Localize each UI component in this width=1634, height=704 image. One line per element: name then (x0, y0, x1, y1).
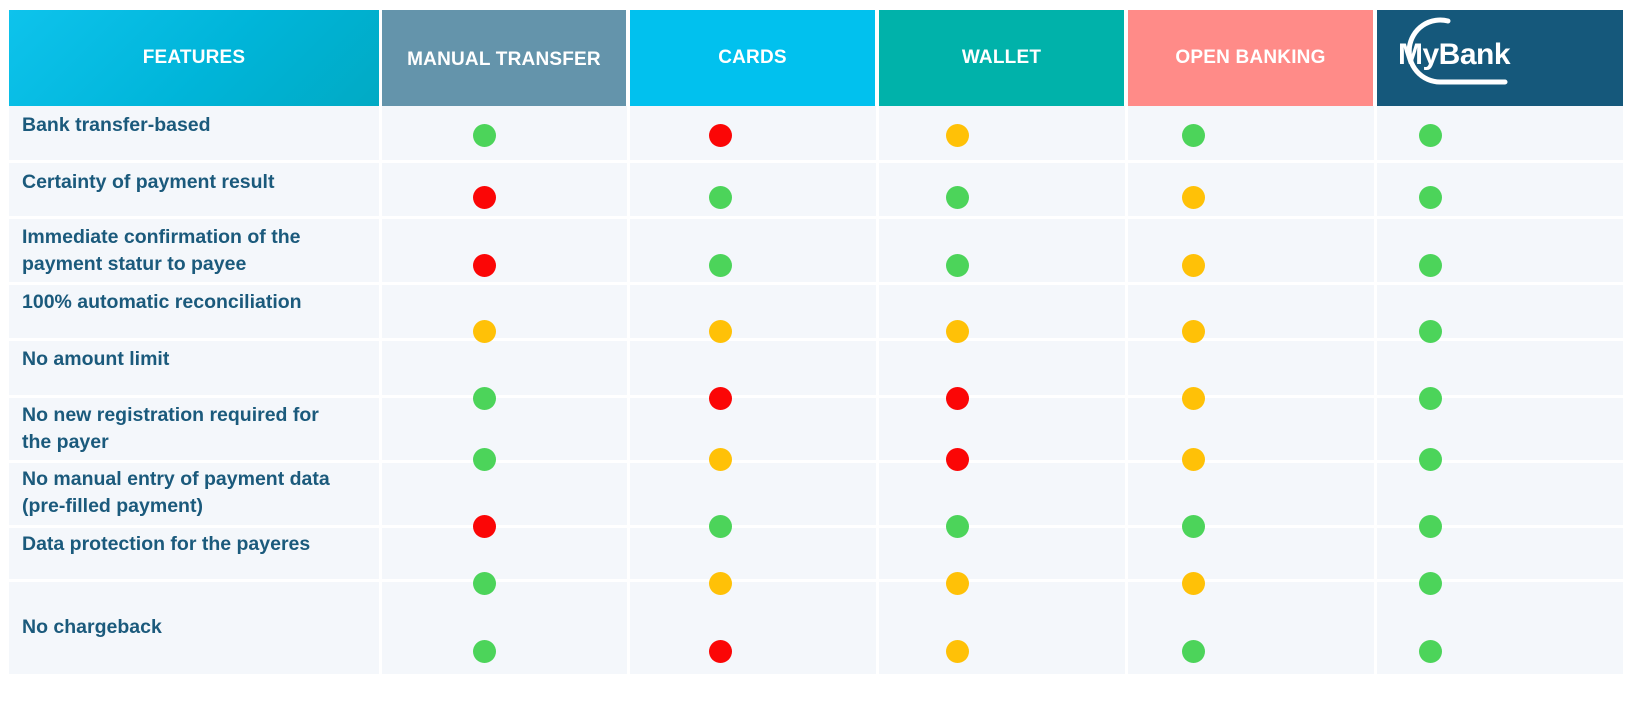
status-dot-green (1181, 514, 1205, 538)
status-dot-amber (945, 639, 969, 663)
status-dot-amber (1181, 447, 1205, 471)
status-dot-green (1418, 639, 1442, 663)
status-dot-green (945, 514, 969, 538)
status-dot-amber (1181, 319, 1205, 343)
feature-label-line: Immediate confirmation of the (22, 226, 301, 248)
status-dot-amber (708, 571, 732, 595)
header-wallet: WALLET (879, 10, 1124, 106)
feature-label-line: No new registration required for (22, 404, 319, 426)
feature-label-line: 100% automatic reconciliation (22, 291, 302, 313)
mybank-logo-icon: MyBank (1398, 17, 1511, 85)
status-dot-green (472, 386, 496, 410)
column-divider (379, 106, 382, 696)
status-dot-red (472, 185, 496, 209)
status-dot-green (1418, 253, 1442, 277)
status-dot-red (708, 123, 732, 147)
feature-label: Certainty of payment result (22, 169, 274, 196)
feature-label-line: the payer (22, 431, 109, 453)
table-row (9, 163, 1623, 216)
feature-label: No manual entry of payment data (pre-fill… (22, 466, 330, 520)
feature-label-line: No amount limit (22, 348, 170, 370)
table-row (9, 582, 1623, 674)
status-dot-amber (1181, 571, 1205, 595)
feature-label: No chargeback (22, 614, 162, 641)
status-dot-green (1181, 123, 1205, 147)
status-dot-green (472, 639, 496, 663)
feature-label-line: No manual entry of payment data (22, 468, 330, 490)
status-dot-red (708, 386, 732, 410)
header-manual-transfer: MANUAL TRANSFER (382, 10, 626, 106)
column-divider (627, 106, 630, 696)
status-dot-amber (1181, 185, 1205, 209)
status-dot-green (708, 185, 732, 209)
header-cards: CARDS (630, 10, 875, 106)
status-dot-amber (1181, 386, 1205, 410)
status-dot-red (472, 253, 496, 277)
table-row (9, 219, 1623, 282)
feature-label-line: (pre-filled payment) (22, 495, 203, 517)
status-dot-amber (708, 447, 732, 471)
status-dot-green (472, 571, 496, 595)
status-dot-amber (945, 319, 969, 343)
status-dot-green (1418, 514, 1442, 538)
feature-label: Bank transfer-based (22, 112, 211, 139)
column-divider (876, 106, 879, 696)
mybank-logo-text: MyBank (1398, 38, 1511, 71)
status-dot-green (708, 253, 732, 277)
status-dot-amber (472, 319, 496, 343)
status-dot-green (1418, 386, 1442, 410)
feature-label-line: Bank transfer-based (22, 114, 211, 136)
status-dot-green (472, 447, 496, 471)
status-dot-amber (945, 123, 969, 147)
header-open-banking-label: OPEN BANKING (1175, 47, 1326, 68)
status-dot-green (472, 123, 496, 147)
status-dot-green (1418, 123, 1442, 147)
table-row (9, 463, 1623, 525)
status-dot-red (945, 447, 969, 471)
feature-label: Immediate confirmation of the payment sta… (22, 224, 300, 278)
feature-label: No new registration required for the paye… (22, 402, 319, 456)
status-dot-red (945, 386, 969, 410)
header-wallet-label: WALLET (961, 47, 1042, 68)
status-dot-red (472, 514, 496, 538)
status-dot-green (1181, 639, 1205, 663)
column-divider (1374, 106, 1377, 696)
feature-label-line: Certainty of payment result (22, 171, 275, 193)
comparison-table: FEATURES MANUAL TRANSFER CARDS WALLET OP… (9, 10, 1623, 696)
feature-label: 100% automatic reconciliation (22, 289, 302, 316)
table-row (9, 341, 1623, 395)
status-dot-red (708, 639, 732, 663)
feature-label: Data protection for the payeres (22, 531, 310, 558)
table-row (9, 106, 1623, 160)
status-dot-green (1418, 185, 1442, 209)
status-dot-green (1418, 447, 1442, 471)
feature-label: No amount limit (22, 346, 169, 373)
status-dot-amber (945, 571, 969, 595)
status-dot-green (1418, 319, 1442, 343)
feature-label-line: No chargeback (22, 616, 162, 638)
status-dot-green (708, 514, 732, 538)
table-row (9, 398, 1623, 460)
status-dot-green (945, 253, 969, 277)
status-dot-amber (708, 319, 732, 343)
header-cards-label: CARDS (718, 47, 787, 68)
status-dot-amber (1181, 253, 1205, 277)
status-dot-green (1418, 571, 1442, 595)
column-divider (1125, 106, 1128, 696)
header-features-label: FEATURES (142, 47, 246, 68)
header-features: FEATURES (9, 10, 379, 106)
feature-label-line: payment statur to payee (22, 253, 247, 275)
header-open-banking: OPEN BANKING (1128, 10, 1373, 106)
status-dot-green (945, 185, 969, 209)
table-row (9, 528, 1623, 579)
table-row (9, 285, 1623, 338)
feature-label-line: Data protection for the payeres (22, 533, 311, 555)
header-manual-transfer-label: MANUAL TRANSFER (407, 49, 601, 70)
